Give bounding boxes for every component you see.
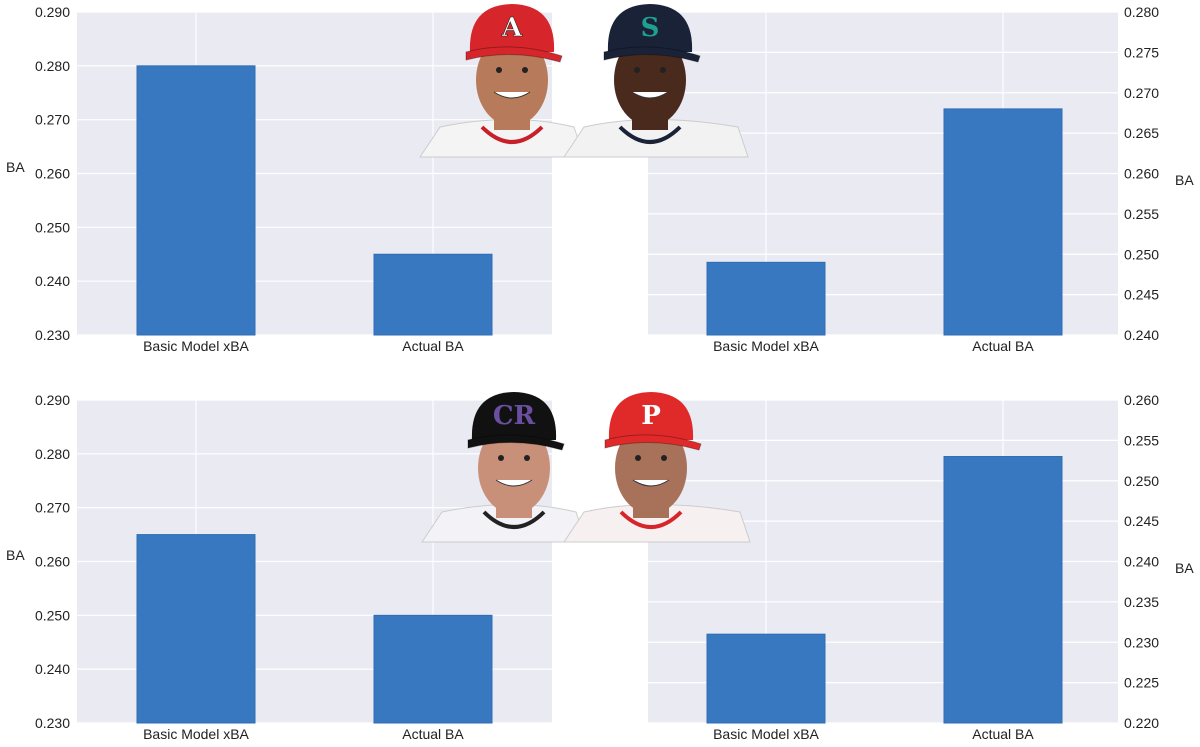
- x-tick-label: Basic Model xBA: [713, 338, 819, 354]
- team-logo: A: [501, 13, 523, 43]
- x-tick-label: Actual BA: [402, 338, 464, 354]
- y-tick-label: 0.270: [35, 500, 70, 516]
- y-tick-label: 0.245: [1124, 513, 1159, 529]
- face: [476, 34, 548, 126]
- y-axis-label: BA: [6, 159, 25, 175]
- chart-top-left: 0.230 0.240 0.250 0.260 0.270 0.280 0.290 Basic…: [6, 4, 552, 354]
- y-tick-label: 0.265: [1124, 125, 1159, 141]
- bar-basic-model-xba: [136, 65, 256, 336]
- face: [615, 422, 687, 514]
- y-tick-label: 0.275: [1124, 44, 1159, 60]
- player-photo: A: [419, 4, 585, 158]
- y-tick-label: 0.255: [1124, 432, 1159, 448]
- y-tick-label: 0.280: [35, 58, 70, 74]
- bar-actual-ba: [943, 108, 1063, 336]
- y-tick-label: 0.250: [35, 219, 70, 235]
- team-logo: S: [641, 13, 660, 43]
- y-tick-label: 0.260: [1124, 392, 1159, 408]
- team-logo: P: [641, 401, 661, 431]
- y-tick-label: 0.240: [35, 661, 70, 677]
- chart-bottom-left: 0.230 0.240 0.250 0.260 0.270 0.280 0.290 Basic…: [6, 392, 552, 742]
- y-tick-label: 0.250: [1124, 246, 1159, 262]
- y-axis-label: BA: [6, 547, 25, 563]
- y-axis-label: BA: [1175, 560, 1194, 576]
- y-tick-label: 0.220: [1124, 715, 1159, 731]
- y-tick-label: 0.240: [35, 273, 70, 289]
- y-tick-label: 0.240: [1124, 554, 1159, 570]
- bar-actual-ba: [943, 456, 1063, 724]
- bar-basic-model-xba: [706, 633, 826, 724]
- cap: [469, 4, 555, 52]
- y-tick-label: 0.280: [35, 446, 70, 462]
- y-tick-label: 0.235: [1124, 594, 1159, 610]
- chart-top-right: 0.240 0.245 0.250 0.255 0.260 0.265 0.270 0.275…: [648, 4, 1194, 354]
- y-tick-label: 0.260: [1124, 166, 1159, 182]
- y-tick-label: 0.240: [1124, 327, 1159, 343]
- x-tick-label: Basic Model xBA: [713, 726, 819, 742]
- player-photo: CR: [421, 392, 587, 543]
- cap: [471, 392, 557, 440]
- team-logo: CR: [493, 401, 536, 431]
- x-tick-label: Basic Model xBA: [143, 338, 249, 354]
- bar-actual-ba: [373, 253, 493, 336]
- x-tick-label: Basic Model xBA: [143, 726, 249, 742]
- y-tick-label: 0.230: [35, 715, 70, 731]
- y-axis-label: BA: [1175, 172, 1194, 188]
- x-tick-label: Actual BA: [972, 726, 1034, 742]
- y-tick-label: 0.290: [35, 392, 70, 408]
- y-tick-label: 0.250: [35, 607, 70, 623]
- player-photo: S: [563, 4, 749, 158]
- x-tick-label: Actual BA: [972, 338, 1034, 354]
- y-tick-label: 0.230: [35, 327, 70, 343]
- y-tick-label: 0.260: [35, 554, 70, 570]
- y-tick-label: 0.290: [35, 4, 70, 20]
- chart-bottom-right: 0.220 0.225 0.230 0.235 0.240 0.245 0.250 0.255…: [648, 392, 1194, 742]
- bar-basic-model-xba: [136, 534, 256, 724]
- player-photo: P: [563, 392, 751, 543]
- y-tick-label: 0.250: [1124, 473, 1159, 489]
- y-tick-label: 0.255: [1124, 206, 1159, 222]
- cap: [607, 4, 693, 52]
- y-tick-label: 0.225: [1124, 675, 1159, 691]
- bar-actual-ba: [373, 614, 493, 724]
- face: [478, 422, 550, 514]
- bar-basic-model-xba: [706, 261, 826, 336]
- y-tick-label: 0.280: [1124, 4, 1159, 20]
- face: [614, 34, 686, 126]
- y-tick-label: 0.270: [35, 112, 70, 128]
- y-tick-label: 0.245: [1124, 287, 1159, 303]
- y-tick-label: 0.260: [35, 166, 70, 182]
- y-tick-label: 0.230: [1124, 634, 1159, 650]
- y-tick-label: 0.270: [1124, 85, 1159, 101]
- x-tick-label: Actual BA: [402, 726, 464, 742]
- cap: [608, 392, 694, 440]
